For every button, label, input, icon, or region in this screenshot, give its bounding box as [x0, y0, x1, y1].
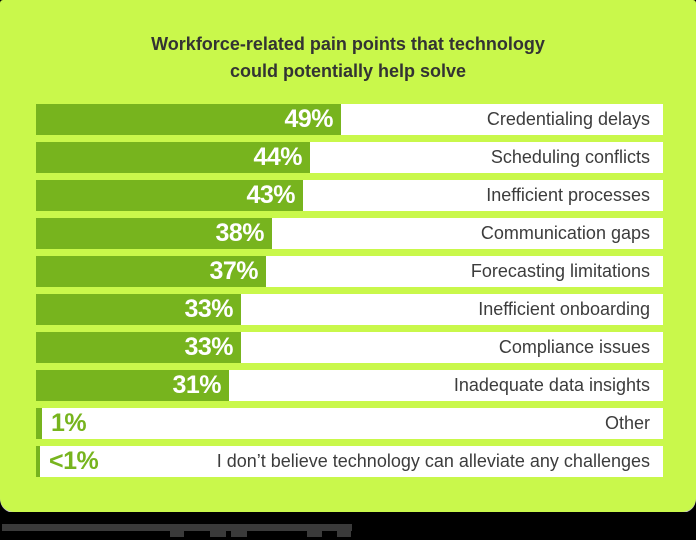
bar-value-label: <1%	[49, 447, 99, 475]
bar-fill	[36, 142, 310, 173]
bar-fill	[36, 370, 229, 401]
bar-row: 49% Credentialing delays	[36, 104, 663, 135]
bar-fill	[36, 256, 266, 287]
cropped-text-remnant	[231, 531, 247, 537]
bar-row: 33% Compliance issues	[36, 332, 663, 363]
bar-value-label: 37%	[209, 257, 258, 285]
bar-value-label: 33%	[184, 295, 233, 323]
cropped-text-remnant	[170, 531, 184, 537]
cropped-text-remnant	[307, 531, 322, 537]
bar-row: 33% Inefficient onboarding	[36, 294, 663, 325]
bar-fill	[36, 104, 341, 135]
bar-fill	[36, 294, 241, 325]
bar-fill	[36, 408, 42, 439]
bar-rows: 49% Credentialing delays 44% Scheduling con…	[36, 104, 663, 477]
chart-title-line2: could potentially help solve	[229, 61, 467, 81]
bar-category-label: Forecasting limitations	[470, 261, 650, 281]
bar-value-label: 38%	[215, 219, 264, 247]
bar-fill	[36, 332, 241, 363]
cropped-text-remnant	[210, 531, 226, 537]
chart-title-line1: Workforce-related pain points that techn…	[151, 34, 545, 54]
footer-area	[0, 512, 696, 540]
bar-value-label: 44%	[253, 143, 302, 171]
bar-category-label: I don’t believe technology can alleviate…	[216, 451, 650, 471]
cropped-text-remnant	[337, 531, 351, 537]
bar-value-label: 1%	[51, 409, 87, 437]
bar-row: 38% Communication gaps	[36, 218, 663, 249]
bar-value-label: 43%	[246, 181, 295, 209]
bar-category-label: Inadequate data insights	[453, 375, 650, 395]
chart-title: Workforce-related pain points that techn…	[0, 31, 696, 85]
bar-row: 1% Other	[36, 408, 663, 439]
bar-row: <1% I don’t believe technology can allevi…	[36, 446, 663, 477]
chart-card: Workforce-related pain points that techn…	[0, 0, 696, 512]
bar-fill	[36, 180, 303, 211]
cropped-text-remnant	[2, 524, 352, 531]
bar-category-label: Other	[604, 413, 650, 433]
bar-category-label: Inefficient onboarding	[478, 299, 650, 319]
bar-category-label: Credentialing delays	[486, 109, 650, 129]
bar-category-label: Inefficient processes	[486, 185, 650, 205]
bar-fill	[36, 446, 40, 477]
bar-value-label: 31%	[172, 371, 221, 399]
bar-row: 43% Inefficient processes	[36, 180, 663, 211]
bar-category-label: Scheduling conflicts	[490, 147, 650, 167]
bar-row: 31% Inadequate data insights	[36, 370, 663, 401]
bar-fill	[36, 218, 272, 249]
bar-value-label: 49%	[284, 105, 333, 133]
bar-row: 37% Forecasting limitations	[36, 256, 663, 287]
bar-value-label: 33%	[184, 333, 233, 361]
bar-row: 44% Scheduling conflicts	[36, 142, 663, 173]
bar-category-label: Compliance issues	[498, 337, 650, 357]
bar-category-label: Communication gaps	[480, 223, 650, 243]
